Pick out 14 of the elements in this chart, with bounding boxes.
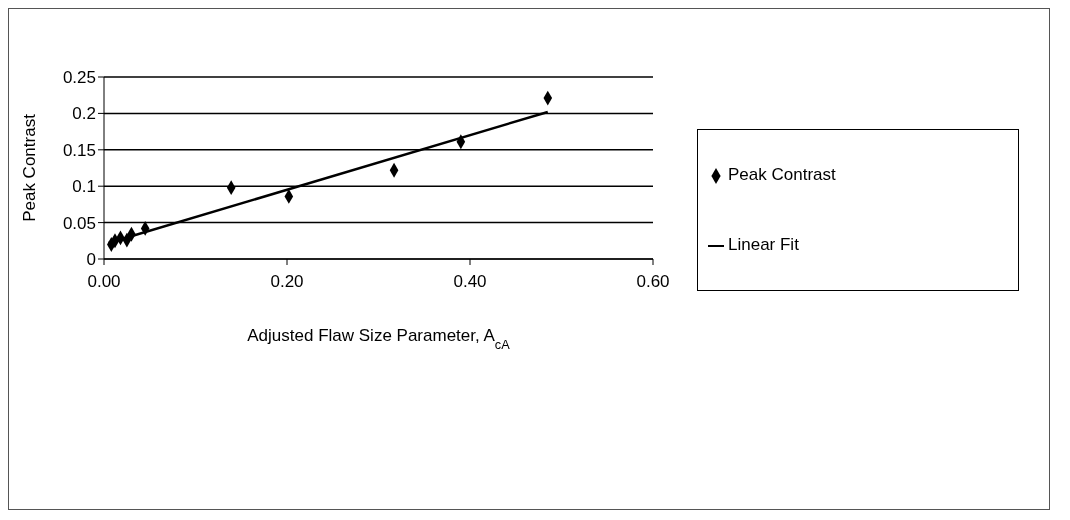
legend-label: Peak Contrast: [728, 165, 836, 184]
y-axis-title: Peak Contrast: [20, 113, 40, 222]
x-tick-label: 0.40: [453, 272, 487, 292]
y-tick-label: 0.2: [72, 104, 96, 124]
x-tick-label: 0.20: [270, 272, 304, 292]
y-tick-label: 0.25: [62, 68, 96, 88]
legend-label: Linear Fit: [728, 235, 799, 254]
y-tick-label: 0.15: [62, 140, 96, 160]
y-tick-label: 0.05: [62, 213, 96, 233]
x-tick-label: 0.60: [636, 272, 670, 292]
x-axis-title: Adjusted Flaw Size Parameter, A$_{cA}$: [247, 326, 511, 352]
y-tick-label: 0.1: [72, 177, 96, 197]
y-tick-label: 0: [86, 250, 96, 270]
x-tick-label: 0.00: [87, 272, 121, 292]
